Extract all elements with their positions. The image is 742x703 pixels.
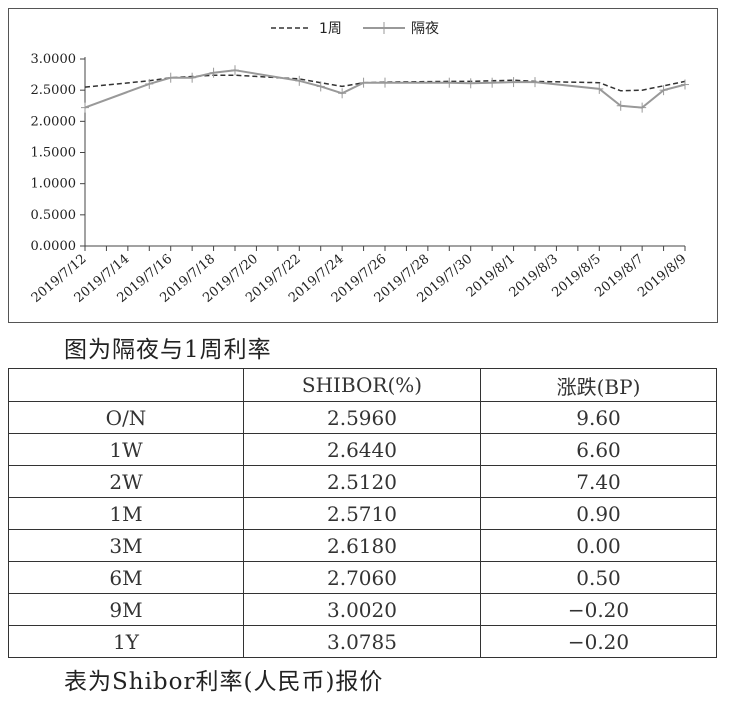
cell-term: 9M: [8, 593, 244, 626]
series-line-1: [84, 69, 686, 109]
header-change: 涨跌(BP): [480, 368, 717, 402]
cell-change: 6.60: [480, 433, 717, 466]
x-tick-label: 2019/8/9: [635, 252, 689, 301]
table-row: O/N 2.5960 9.60: [8, 401, 717, 434]
cell-term: 1Y: [8, 625, 244, 658]
cell-change: 0.00: [480, 529, 717, 562]
table-row: 2W 2.5120 7.40: [8, 465, 717, 498]
cell-shibor: 3.0020: [243, 593, 481, 626]
cell-shibor: 2.5710: [243, 497, 481, 530]
cell-shibor: 2.6180: [243, 529, 481, 562]
y-tick-label: 2.0000: [31, 114, 77, 129]
cell-shibor: 3.0785: [243, 625, 481, 658]
legend-label-1w: 1周: [319, 21, 342, 37]
table-row: 3M 2.6180 0.00: [8, 529, 717, 562]
cell-term: 2W: [8, 465, 244, 498]
table-caption: 表为Shibor利率(人民币)报价: [64, 669, 384, 695]
cell-shibor: 2.5120: [243, 465, 481, 498]
cell-shibor: 2.6440: [243, 433, 481, 466]
cell-change: −0.20: [480, 593, 717, 626]
y-tick-label: 1.5000: [31, 146, 77, 161]
chart-caption: 图为隔夜与1周利率: [64, 337, 272, 363]
y-tick-label: 3.0000: [31, 52, 77, 67]
table-row: 6M 2.7060 0.50: [8, 561, 717, 594]
cell-change: 7.40: [480, 465, 717, 498]
cell-change: −0.20: [480, 625, 717, 658]
y-tick-label: 0.5000: [31, 208, 77, 223]
header-term: [8, 368, 244, 402]
legend-label-overnight: 隔夜: [411, 21, 439, 37]
table-row: 9M 3.0020 −0.20: [8, 593, 717, 626]
table-row: 1W 2.6440 6.60: [8, 433, 717, 466]
cell-term: 3M: [8, 529, 244, 562]
cell-shibor: 2.5960: [243, 401, 481, 434]
shibor-table: SHIBOR(%) 涨跌(BP) O/N 2.5960 9.60 1W 2.6440 6.…: [8, 368, 717, 658]
rate-line-chart: 0.0000 0.5000 1.0000 1.5000 2.0000 2.5000 3.00…: [29, 21, 690, 306]
y-tick-label: 1.0000: [31, 177, 77, 192]
table-row: 1M 2.5710 0.90: [8, 497, 717, 530]
y-tick-label: 2.5000: [31, 83, 77, 98]
cell-term: 6M: [8, 561, 244, 594]
chart-frame: 0.0000 0.5000 1.0000 1.5000 2.0000 2.5000 3.00…: [8, 8, 718, 323]
cell-change: 9.60: [480, 401, 717, 434]
cell-term: O/N: [8, 401, 244, 434]
cell-shibor: 2.7060: [243, 561, 481, 594]
cell-change: 0.50: [480, 561, 717, 594]
cell-term: 1W: [8, 433, 244, 466]
y-tick-label: 0.0000: [31, 239, 77, 254]
cell-term: 1M: [8, 497, 244, 530]
header-shibor: SHIBOR(%): [243, 368, 481, 402]
table-row: 1Y 3.0785 −0.20: [8, 625, 717, 658]
cell-change: 0.90: [480, 497, 717, 530]
table-header-row: SHIBOR(%) 涨跌(BP): [8, 368, 717, 402]
